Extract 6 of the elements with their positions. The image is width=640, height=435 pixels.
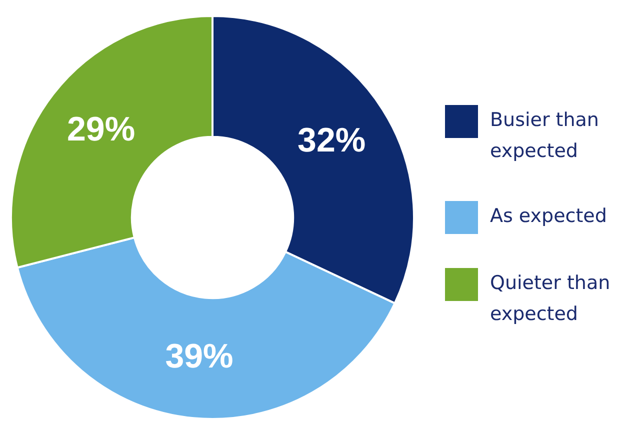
legend-label: Busier than expected: [490, 108, 600, 164]
legend-label: As expected: [490, 204, 608, 229]
legend-label: Quieter than expected: [490, 271, 612, 327]
data-label: 32%: [298, 121, 366, 160]
data-label: 29%: [67, 110, 136, 148]
data-label: 39%: [165, 337, 234, 376]
